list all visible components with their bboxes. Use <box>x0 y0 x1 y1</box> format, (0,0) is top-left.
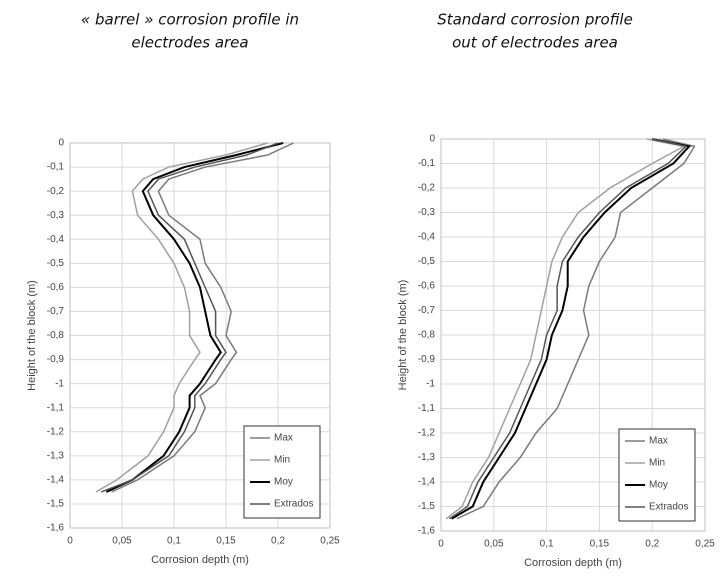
chart-title: out of electrodes area <box>452 34 618 52</box>
y-tick-label: -0,8 <box>418 330 436 341</box>
series-line <box>111 142 294 493</box>
x-tick-label: 0,2 <box>271 536 285 547</box>
x-tick-label: 0,05 <box>112 536 132 547</box>
series-line <box>105 142 284 493</box>
y-tick-label: -1,5 <box>47 499 65 510</box>
y-tick-label: -1,2 <box>418 428 436 439</box>
legend-label: Extrados <box>649 502 688 513</box>
y-tick-label: 0 <box>429 134 435 145</box>
y-tick-label: -1 <box>426 379 435 390</box>
legend-label: Extrados <box>274 499 313 510</box>
x-tick-label: 0,25 <box>320 536 340 547</box>
legend-box <box>618 428 696 522</box>
y-tick-label: -0,2 <box>418 183 436 194</box>
y-tick-label: -0,9 <box>47 354 65 365</box>
y-tick-label: -0,9 <box>418 354 436 365</box>
chart-title: Standard corrosion profile <box>437 11 633 29</box>
chart-title: « barrel » corrosion profile in <box>81 11 299 29</box>
series-line <box>100 142 279 493</box>
y-tick-label: -0,3 <box>47 210 65 221</box>
y-tick-label: -0,5 <box>418 256 436 267</box>
legend-label: Moy <box>649 480 668 491</box>
legend-label: Max <box>274 433 293 444</box>
legend-label: Max <box>649 436 668 447</box>
y-axis-label: Height of the block (m) <box>26 280 38 391</box>
legend-label: Min <box>274 455 290 466</box>
series-line <box>445 138 687 520</box>
y-tick-label: 0 <box>58 138 64 149</box>
x-tick-label: 0,1 <box>167 536 181 547</box>
y-tick-label: -0,1 <box>418 158 436 169</box>
y-tick-label: -0,4 <box>418 232 436 243</box>
series-line <box>95 142 268 493</box>
y-tick-label: -0,8 <box>47 330 65 341</box>
y-tick-label: -1,4 <box>418 477 436 488</box>
series-line <box>451 138 692 520</box>
x-tick-label: 0 <box>67 536 73 547</box>
y-tick-label: -1,1 <box>47 402 65 413</box>
legend-box <box>243 425 321 519</box>
chart-title: electrodes area <box>131 34 248 52</box>
y-tick-label: -1,2 <box>47 426 65 437</box>
y-tick-label: -0,7 <box>47 306 65 317</box>
y-tick-label: -1,1 <box>418 403 436 414</box>
y-tick-label: -0,1 <box>47 162 65 173</box>
x-tick-label: 0 <box>438 539 444 550</box>
y-axis-label: Height of the block (m) <box>397 280 409 391</box>
y-tick-label: -1 <box>55 378 64 389</box>
y-tick-label: -0,6 <box>47 282 65 293</box>
y-tick-label: -0,3 <box>418 207 436 218</box>
x-axis-label: Corrosion depth (m) <box>524 557 622 569</box>
y-tick-label: -0,4 <box>47 234 65 245</box>
y-tick-label: -1,3 <box>47 450 65 461</box>
y-tick-label: -1,4 <box>47 475 65 486</box>
y-tick-label: -0,5 <box>47 258 65 269</box>
y-tick-label: -1,3 <box>418 452 436 463</box>
y-tick-label: -1,6 <box>418 526 436 537</box>
y-tick-label: -1,6 <box>47 523 65 534</box>
x-tick-label: 0,15 <box>216 536 236 547</box>
y-tick-label: -0,2 <box>47 186 65 197</box>
x-tick-label: 0,1 <box>540 539 554 550</box>
legend-label: Moy <box>274 477 293 488</box>
x-tick-label: 0,05 <box>484 539 504 550</box>
x-tick-label: 0,25 <box>695 539 715 550</box>
series-line <box>456 138 696 520</box>
plot-frame <box>69 142 331 529</box>
y-tick-label: -0,7 <box>418 305 436 316</box>
series-line <box>449 138 688 520</box>
x-tick-label: 0,15 <box>590 539 610 550</box>
legend-label: Min <box>649 458 665 469</box>
y-tick-label: -1,5 <box>418 501 436 512</box>
x-axis-label: Corrosion depth (m) <box>151 554 249 566</box>
plot-frame <box>440 138 706 532</box>
x-tick-label: 0,2 <box>645 539 659 550</box>
y-tick-label: -0,6 <box>418 281 436 292</box>
